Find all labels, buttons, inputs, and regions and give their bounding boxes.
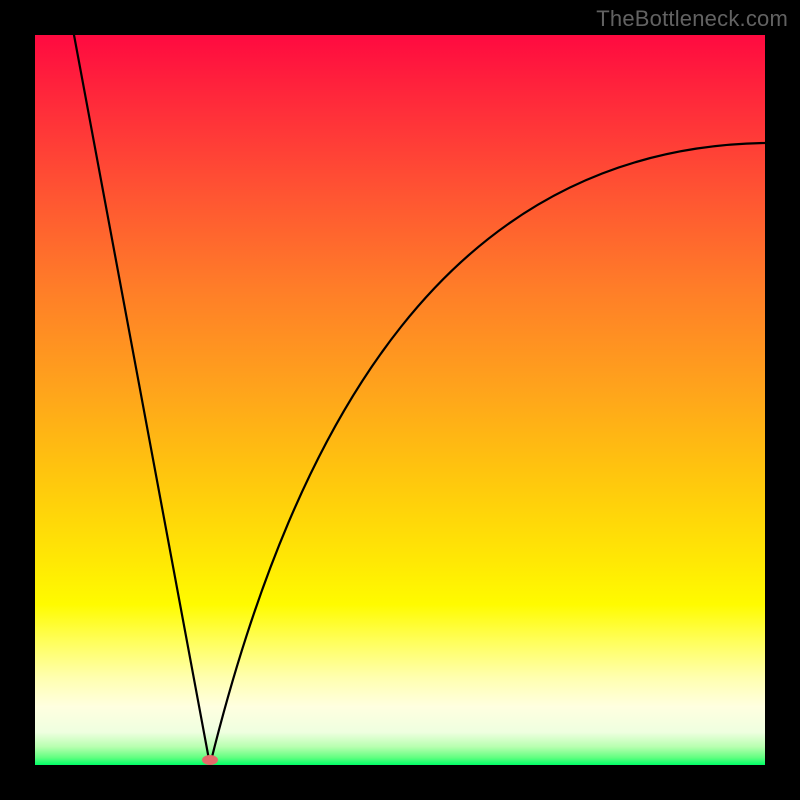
watermark-text: TheBottleneck.com <box>596 6 788 32</box>
plot-area-background <box>35 35 765 765</box>
bottleneck-chart <box>0 0 800 800</box>
chart-container: TheBottleneck.com <box>0 0 800 800</box>
bottleneck-point-marker <box>202 755 218 765</box>
